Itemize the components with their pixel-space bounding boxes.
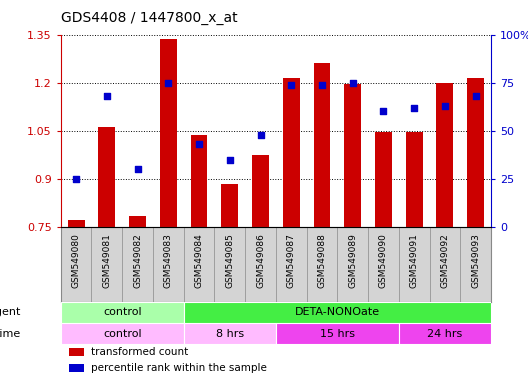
Text: transformed count: transformed count [91,347,188,357]
Text: DETA-NONOate: DETA-NONOate [295,307,380,317]
Bar [314,63,331,227]
Bar [61,301,184,323]
Text: 8 hrs: 8 hrs [216,329,244,339]
Point [72,175,80,182]
Bar [98,127,115,227]
Point [256,131,265,137]
Text: 15 hrs: 15 hrs [320,329,355,339]
Point [379,108,388,114]
Bar [61,323,184,344]
Point [225,156,234,162]
Text: percentile rank within the sample: percentile rank within the sample [91,363,267,373]
Text: 24 hrs: 24 hrs [427,329,463,339]
Text: GSM549085: GSM549085 [225,233,234,288]
Point [102,93,111,99]
Bar [184,323,276,344]
Text: GSM549088: GSM549088 [317,233,326,288]
Bar [160,40,177,227]
Bar [68,220,84,227]
Bar [344,84,361,227]
Bar [406,132,422,227]
Text: control: control [103,307,142,317]
Bar [375,132,392,227]
Bar [191,136,208,227]
Text: GSM549089: GSM549089 [348,233,357,288]
Text: GSM549080: GSM549080 [72,233,81,288]
Bar [437,83,454,227]
Bar [399,323,491,344]
Text: time: time [0,329,21,339]
Point [410,104,418,111]
Text: GSM549086: GSM549086 [256,233,265,288]
Bar [467,78,484,227]
Bar [221,184,238,227]
Point [318,81,326,88]
Text: GSM549092: GSM549092 [440,233,449,288]
Text: GSM549093: GSM549093 [471,233,480,288]
Point [195,141,203,147]
Text: agent: agent [0,307,21,317]
Bar [69,364,84,372]
Text: GSM549091: GSM549091 [410,233,419,288]
Point [287,81,296,88]
Bar [184,301,491,323]
Point [441,103,449,109]
Text: GSM549090: GSM549090 [379,233,388,288]
Bar [283,78,300,227]
Bar [69,348,84,356]
Point [164,79,173,86]
Bar [276,323,399,344]
Point [134,166,142,172]
Point [348,79,357,86]
Bar [129,215,146,227]
Text: GSM549082: GSM549082 [133,233,142,288]
Text: GSM549084: GSM549084 [194,233,203,288]
Text: control: control [103,329,142,339]
Point [472,93,480,99]
Text: GSM549081: GSM549081 [102,233,111,288]
Text: GDS4408 / 1447800_x_at: GDS4408 / 1447800_x_at [61,11,238,25]
Text: GSM549087: GSM549087 [287,233,296,288]
Text: GSM549083: GSM549083 [164,233,173,288]
Bar [252,155,269,227]
